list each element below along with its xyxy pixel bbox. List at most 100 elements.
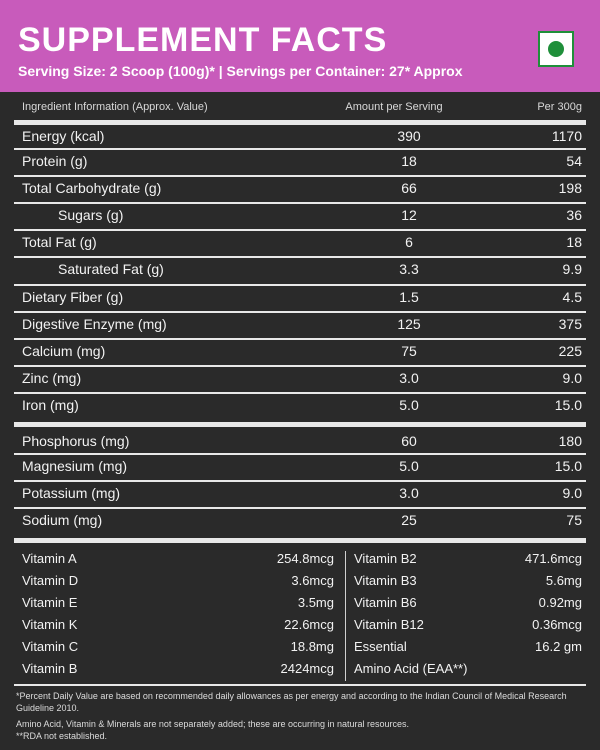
nutrient-label: Dietary Fiber (g) bbox=[22, 289, 124, 305]
vitamin-name: Vitamin E bbox=[22, 595, 78, 610]
nutrient-per300: 36 bbox=[566, 207, 582, 223]
vitamin-value: 0.36mcg bbox=[532, 617, 582, 632]
serving-info: Serving Size: 2 Scoop (100g)* | Servings… bbox=[18, 63, 463, 79]
vitamin-row: Vitamin B 2424mcg bbox=[22, 658, 334, 680]
vitamin-row: Amino Acid (EAA**) bbox=[354, 658, 582, 680]
nutrient-amount: 12 bbox=[401, 207, 417, 223]
nutrient-label: Zinc (mg) bbox=[22, 370, 82, 386]
nutrient-per300: 9.9 bbox=[562, 261, 582, 277]
nutrient-amount: 125 bbox=[397, 316, 421, 332]
nutrient-amount: 5.0 bbox=[399, 458, 419, 474]
column-header-per-serving: Amount per Serving bbox=[345, 101, 443, 113]
nutrient-label: Total Carbohydrate (g) bbox=[22, 180, 162, 196]
nutrient-row-phosphorus: Phosphorus (mg) 60 180 bbox=[14, 422, 586, 450]
vitamin-name: Vitamin K bbox=[22, 617, 78, 632]
column-header-per-300g: Per 300g bbox=[537, 101, 582, 113]
nutrient-per300: 15.0 bbox=[554, 458, 582, 474]
nutrient-label: Total Fat (g) bbox=[22, 234, 97, 250]
nutrient-amount: 66 bbox=[401, 180, 417, 196]
nutrient-per300: 75 bbox=[566, 512, 582, 528]
nutrient-row-total-fat: Total Fat (g) 6 18 bbox=[14, 229, 586, 254]
nutrient-label: Iron (mg) bbox=[22, 397, 79, 413]
nutrient-row-sodium: Sodium (mg) 25 75 bbox=[14, 507, 586, 532]
vitamin-name: Vitamin B6 bbox=[354, 595, 417, 610]
veg-symbol-icon bbox=[538, 31, 574, 67]
vitamin-name: Vitamin A bbox=[22, 551, 77, 566]
footnote-rda: **RDA not established. bbox=[16, 731, 108, 741]
nutrient-amount: 3.0 bbox=[399, 370, 419, 386]
nutrient-label: Phosphorus (mg) bbox=[22, 433, 130, 449]
nutrient-label: Magnesium (mg) bbox=[22, 458, 128, 474]
nutrient-row-saturated-fat: Saturated Fat (g) 3.3 9.9 bbox=[14, 256, 586, 281]
nutrient-per300: 4.5 bbox=[562, 289, 582, 305]
nutrient-row-iron: Iron (mg) 5.0 15.0 bbox=[14, 392, 586, 417]
nutrient-row-zinc: Zinc (mg) 3.0 9.0 bbox=[14, 365, 586, 390]
nutrient-label: Sugars (g) bbox=[58, 207, 124, 223]
veg-dot-icon bbox=[548, 41, 564, 57]
vitamin-name: Vitamin C bbox=[22, 639, 79, 654]
nutrient-label: Digestive Enzyme (mg) bbox=[22, 316, 167, 332]
vitamin-row: Vitamin D 3.6mcg bbox=[22, 570, 334, 592]
nutrient-label: Sodium (mg) bbox=[22, 512, 103, 528]
nutrient-per300: 18 bbox=[566, 234, 582, 250]
nutrient-label: Energy (kcal) bbox=[22, 128, 105, 144]
vitamin-row: Vitamin K 22.6mcg bbox=[22, 614, 334, 636]
nutrient-amount: 3.3 bbox=[399, 261, 419, 277]
nutrient-label: Calcium (mg) bbox=[22, 343, 106, 359]
vitamin-value: 18.8mg bbox=[290, 639, 334, 654]
column-divider bbox=[345, 551, 346, 681]
nutrient-row-sugars: Sugars (g) 12 36 bbox=[14, 202, 586, 227]
vitamin-row: Vitamin B3 5.6mg bbox=[354, 570, 582, 592]
nutrient-amount: 5.0 bbox=[399, 397, 419, 413]
vitamin-row: Vitamin A 254.8mcg bbox=[22, 548, 334, 570]
nutrient-row-dietary-fiber: Dietary Fiber (g) 1.5 4.5 bbox=[14, 284, 586, 309]
vitamin-name: Vitamin B3 bbox=[354, 573, 417, 588]
vitamin-value: 5.6mg bbox=[545, 573, 582, 588]
nutrient-amount: 25 bbox=[401, 512, 417, 528]
nutrient-amount: 75 bbox=[401, 343, 417, 359]
vitamin-name: Vitamin B2 bbox=[354, 551, 417, 566]
page-title: SUPPLEMENT FACTS bbox=[18, 21, 388, 59]
vitamin-row: Vitamin B12 0.36mcg bbox=[354, 614, 582, 636]
nutrient-per300: 54 bbox=[566, 153, 582, 169]
footnote-daily-value: *Percent Daily Value are based on recomm… bbox=[16, 691, 567, 713]
vitamin-name: Vitamin D bbox=[22, 573, 79, 588]
nutrient-row-potassium: Potassium (mg) 3.0 9.0 bbox=[14, 480, 586, 505]
vitamin-value: 22.6mcg bbox=[284, 617, 334, 632]
vitamin-value: 471.6mcg bbox=[524, 551, 582, 566]
vitamin-value: 3.6mcg bbox=[291, 573, 334, 588]
vitamin-name: Amino Acid (EAA**) bbox=[354, 661, 468, 676]
nutrient-amount: 6 bbox=[405, 234, 413, 250]
nutrient-amount: 60 bbox=[401, 433, 417, 449]
nutrient-row-energy: Energy (kcal) 390 1170 bbox=[14, 120, 586, 145]
footnotes: *Percent Daily Value are based on recomm… bbox=[14, 684, 586, 742]
vitamin-name: Essential bbox=[354, 639, 407, 654]
vitamin-value: 3.5mg bbox=[297, 595, 334, 610]
nutrient-per300: 9.0 bbox=[562, 485, 582, 501]
nutrient-per300: 375 bbox=[558, 316, 582, 332]
vitamin-name: Vitamin B bbox=[22, 661, 78, 676]
nutrient-amount: 18 bbox=[401, 153, 417, 169]
nutrient-label: Potassium (mg) bbox=[22, 485, 121, 501]
vitamin-value: 16.2 gm bbox=[535, 639, 582, 654]
nutrient-per300: 225 bbox=[558, 343, 582, 359]
vitamin-row: Vitamin B6 0.92mg bbox=[354, 592, 582, 614]
column-header-ingredient: Ingredient Information (Approx. Value) bbox=[22, 101, 208, 113]
vitamin-value: 2424mcg bbox=[280, 661, 334, 676]
nutrient-amount: 390 bbox=[397, 128, 421, 144]
nutrient-per300: 15.0 bbox=[554, 397, 582, 413]
vitamin-row: Essential 16.2 gm bbox=[354, 636, 582, 658]
vitamin-row: Vitamin C 18.8mg bbox=[22, 636, 334, 658]
nutrient-per300: 1170 bbox=[551, 128, 582, 144]
vitamin-value: 254.8mcg bbox=[276, 551, 334, 566]
header-banner: SUPPLEMENT FACTS Serving Size: 2 Scoop (… bbox=[0, 0, 600, 92]
nutrient-row-digestive-enzyme: Digestive Enzyme (mg) 125 375 bbox=[14, 311, 586, 336]
nutrient-row-magnesium: Magnesium (mg) 5.0 15.0 bbox=[14, 453, 586, 478]
nutrient-label: Protein (g) bbox=[22, 153, 88, 169]
nutrient-row-carbohydrate: Total Carbohydrate (g) 66 198 bbox=[14, 175, 586, 200]
vitamin-name: Vitamin B12 bbox=[354, 617, 424, 632]
nutrient-row-protein: Protein (g) 18 54 bbox=[14, 148, 586, 173]
vitamin-value: 0.92mg bbox=[538, 595, 582, 610]
footnote-natural-sources: Amino Acid, Vitamin & Minerals are not s… bbox=[16, 719, 410, 729]
nutrient-amount: 3.0 bbox=[399, 485, 419, 501]
